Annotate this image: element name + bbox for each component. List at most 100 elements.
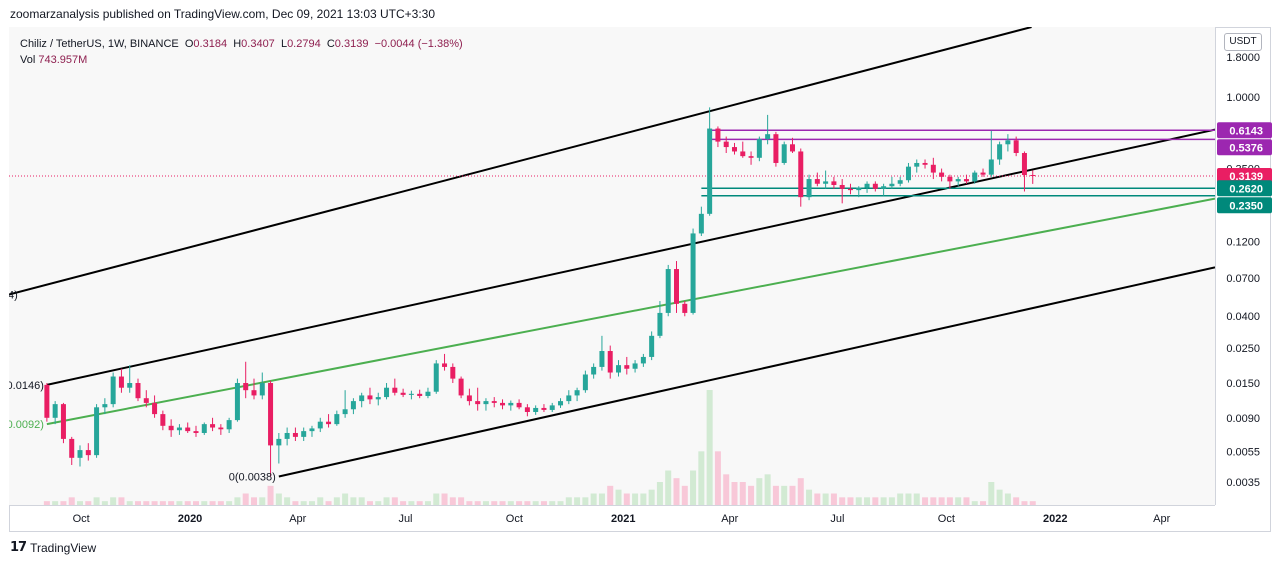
candle-body <box>466 395 472 402</box>
candle-body <box>533 407 539 412</box>
candle-body <box>591 366 597 375</box>
volume-bar <box>110 497 117 505</box>
candle-body <box>251 390 257 396</box>
price-chart[interactable]: 1(0.0146) 0.5(0.0092) 0(0.0038) 54) <box>9 27 1215 505</box>
plot-area[interactable]: 1(0.0146) 0.5(0.0092) 0(0.0038) 54) <box>9 27 1215 505</box>
volume-bar <box>847 497 854 505</box>
candle-body <box>44 384 50 418</box>
candle-body <box>508 402 514 406</box>
candle-body <box>889 183 895 187</box>
volume-bar <box>797 478 804 505</box>
volume-bar <box>698 451 705 505</box>
volume-bar <box>516 501 523 505</box>
candle-body <box>458 378 464 396</box>
volume-bar <box>1013 497 1020 505</box>
volume-bar <box>1029 501 1036 505</box>
legend-open-label: O <box>184 38 194 50</box>
volume-bar <box>292 501 299 505</box>
candle-body <box>392 387 398 393</box>
candle-body <box>359 395 365 402</box>
candle-body <box>475 401 481 405</box>
volume-bar <box>615 489 622 505</box>
candle-body <box>541 407 547 410</box>
volume-bar <box>938 497 945 505</box>
candle-body <box>210 424 216 428</box>
candle-body <box>69 438 75 458</box>
volume-bar <box>590 493 597 505</box>
volume-bar <box>632 493 639 505</box>
volume-bar <box>723 474 730 505</box>
candle-body <box>823 181 829 184</box>
volume-bar <box>690 470 697 505</box>
volume-bar <box>756 478 763 505</box>
candle-body <box>127 383 133 388</box>
volume-bar <box>308 501 315 505</box>
volume-bar <box>242 493 249 505</box>
candle-body <box>309 428 315 432</box>
candle-body <box>292 432 298 437</box>
volume-bar <box>300 501 307 505</box>
candle-body <box>905 166 911 181</box>
volume-bar <box>980 501 987 505</box>
volume-bar <box>325 501 332 505</box>
candle-body <box>234 383 240 421</box>
candle-body <box>1021 152 1027 176</box>
volume-bar <box>375 501 382 505</box>
volume-bar <box>317 497 324 505</box>
candle-body <box>698 213 704 234</box>
footer-brand[interactable]: 17 TradingView <box>10 540 96 555</box>
candle-body <box>185 427 191 432</box>
candle-body <box>342 409 348 415</box>
volume-bar <box>449 497 456 505</box>
legend-row-ohlc: Chiliz / TetherUS, 1W, BINANCE O0.3184 H… <box>20 36 463 52</box>
volume-bar <box>333 497 340 505</box>
candle-body <box>516 402 522 408</box>
candle-body <box>317 421 323 429</box>
candle-body <box>549 405 555 410</box>
candle-body <box>384 387 390 398</box>
legend-low-label: L <box>280 38 288 50</box>
candle-body <box>781 144 787 163</box>
volume-bar <box>77 501 84 505</box>
volume-bar <box>126 501 133 505</box>
candle-body <box>301 431 307 437</box>
volume-bar <box>607 485 614 505</box>
candle-body <box>864 183 870 188</box>
volume-bar <box>706 390 713 505</box>
volume-bar <box>400 501 407 505</box>
volume-bar <box>43 501 50 505</box>
candle-body <box>665 269 671 313</box>
volume-bar <box>143 501 150 505</box>
volume-bar <box>806 489 813 505</box>
candle-body <box>789 144 795 152</box>
volume-bar <box>524 501 531 505</box>
currency-button[interactable]: USDT <box>1224 33 1262 51</box>
volume-bar <box>68 497 75 505</box>
candle-body <box>326 421 332 425</box>
candle-body <box>60 404 66 439</box>
volume-bar <box>648 489 655 505</box>
candle-body <box>657 312 663 336</box>
candle-body <box>367 395 373 400</box>
channel-line-median <box>46 197 1215 426</box>
volume-bar <box>532 501 539 505</box>
volume-bar <box>955 497 962 505</box>
candle-body <box>674 269 680 304</box>
candle-body <box>524 407 530 412</box>
candle-body <box>707 128 713 214</box>
volume-bar <box>656 482 663 505</box>
volume-bar <box>466 501 473 505</box>
candle-body <box>566 395 572 402</box>
volume-bar <box>789 485 796 505</box>
volume-bar <box>168 501 175 505</box>
candle-body <box>558 401 564 406</box>
tradingview-logo-icon: 17 <box>10 540 27 555</box>
volume-bar <box>930 497 937 505</box>
volume-bar <box>259 497 266 505</box>
candle-body <box>748 156 754 158</box>
volume-bar <box>366 501 373 505</box>
volume-bar <box>433 493 440 505</box>
volume-bar <box>350 497 357 505</box>
legend-change: −0.0044 (−1.38%) <box>374 38 463 50</box>
candle-body <box>168 425 174 431</box>
